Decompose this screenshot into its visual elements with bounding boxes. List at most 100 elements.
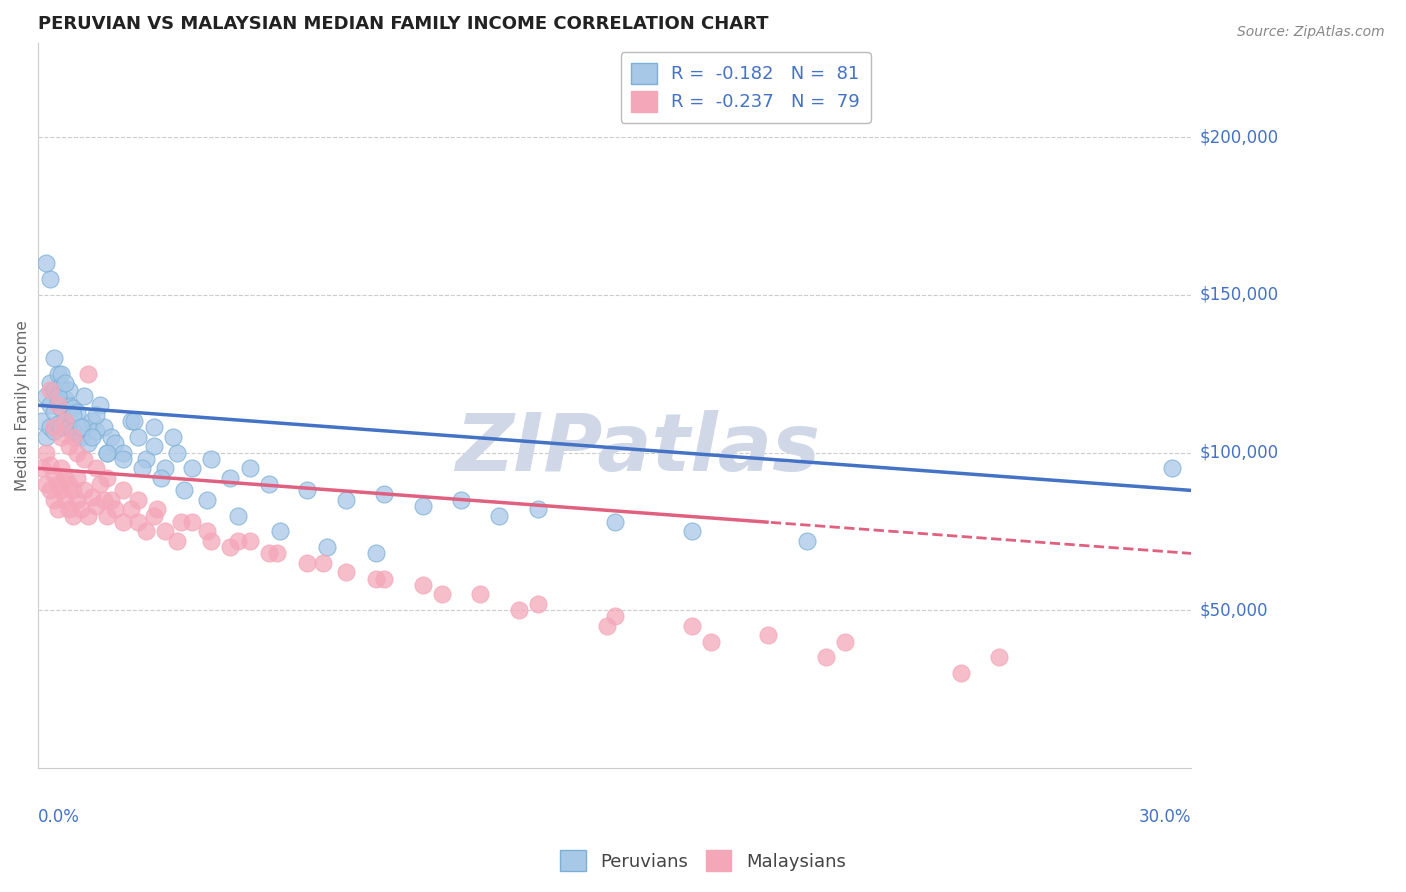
Point <box>100 430 122 444</box>
Point <box>131 461 153 475</box>
Point <box>527 502 550 516</box>
Point <box>38 383 60 397</box>
Point <box>35 477 58 491</box>
Point <box>834 634 856 648</box>
Point <box>366 572 388 586</box>
Point <box>77 367 100 381</box>
Y-axis label: Median Family Income: Median Family Income <box>15 320 30 491</box>
Text: $200,000: $200,000 <box>1199 128 1278 146</box>
Point <box>53 392 76 406</box>
Point <box>42 351 65 365</box>
Point <box>239 533 262 548</box>
Point <box>53 376 76 391</box>
Point <box>51 461 73 475</box>
Point <box>46 398 69 412</box>
Point <box>603 609 626 624</box>
Point <box>58 420 80 434</box>
Point <box>315 540 337 554</box>
Point <box>51 420 73 434</box>
Point <box>62 424 84 438</box>
Point <box>135 524 157 539</box>
Point <box>58 502 80 516</box>
Text: 0.0%: 0.0% <box>38 807 80 826</box>
Point <box>150 471 173 485</box>
Point <box>31 414 53 428</box>
Point <box>53 492 76 507</box>
Point <box>38 398 60 412</box>
Text: Source: ZipAtlas.com: Source: ZipAtlas.com <box>1237 25 1385 39</box>
Point <box>450 492 472 507</box>
Point <box>58 439 80 453</box>
Point <box>166 445 188 459</box>
Point <box>51 401 73 416</box>
Point <box>226 508 249 523</box>
Point <box>51 430 73 444</box>
Text: $50,000: $50,000 <box>1199 601 1268 619</box>
Point <box>53 414 76 428</box>
Point <box>412 499 434 513</box>
Point <box>66 492 89 507</box>
Point <box>62 408 84 422</box>
Point <box>120 502 142 516</box>
Point <box>596 619 619 633</box>
Point <box>257 477 280 491</box>
Point <box>142 508 165 523</box>
Point <box>53 414 76 428</box>
Point <box>73 420 96 434</box>
Point <box>46 367 69 381</box>
Point <box>987 650 1010 665</box>
Point <box>96 445 118 459</box>
Point <box>53 471 76 485</box>
Point <box>35 445 58 459</box>
Text: PERUVIAN VS MALAYSIAN MEDIAN FAMILY INCOME CORRELATION CHART: PERUVIAN VS MALAYSIAN MEDIAN FAMILY INCO… <box>38 15 769 33</box>
Point <box>949 666 972 681</box>
Point <box>69 430 91 444</box>
Point <box>58 383 80 397</box>
Point <box>181 515 204 529</box>
Point <box>38 483 60 498</box>
Point <box>104 502 127 516</box>
Point <box>42 492 65 507</box>
Legend: R =  -0.182   N =  81, R =  -0.237   N =  79: R = -0.182 N = 81, R = -0.237 N = 79 <box>620 52 870 122</box>
Point <box>66 404 89 418</box>
Point <box>62 483 84 498</box>
Point <box>758 628 780 642</box>
Point <box>111 515 134 529</box>
Point <box>96 508 118 523</box>
Point <box>35 430 58 444</box>
Point <box>42 404 65 418</box>
Point <box>46 395 69 409</box>
Point <box>127 515 149 529</box>
Point <box>66 471 89 485</box>
Point <box>38 458 60 472</box>
Point <box>700 634 723 648</box>
Point <box>73 389 96 403</box>
Point <box>127 492 149 507</box>
Point <box>269 524 291 539</box>
Point <box>51 367 73 381</box>
Point <box>366 546 388 560</box>
Text: $100,000: $100,000 <box>1199 443 1278 461</box>
Point <box>219 471 242 485</box>
Point <box>603 515 626 529</box>
Point <box>58 398 80 412</box>
Point <box>266 546 288 560</box>
Point <box>796 533 818 548</box>
Point <box>69 502 91 516</box>
Point <box>42 424 65 438</box>
Point <box>146 502 169 516</box>
Point <box>89 398 111 412</box>
Point <box>96 445 118 459</box>
Point <box>373 572 395 586</box>
Point <box>84 408 107 422</box>
Point <box>111 483 134 498</box>
Point <box>66 445 89 459</box>
Point <box>82 490 104 504</box>
Text: $150,000: $150,000 <box>1199 286 1278 304</box>
Point <box>226 533 249 548</box>
Point <box>153 461 176 475</box>
Point <box>46 417 69 432</box>
Point <box>38 420 60 434</box>
Point <box>73 451 96 466</box>
Point <box>42 420 65 434</box>
